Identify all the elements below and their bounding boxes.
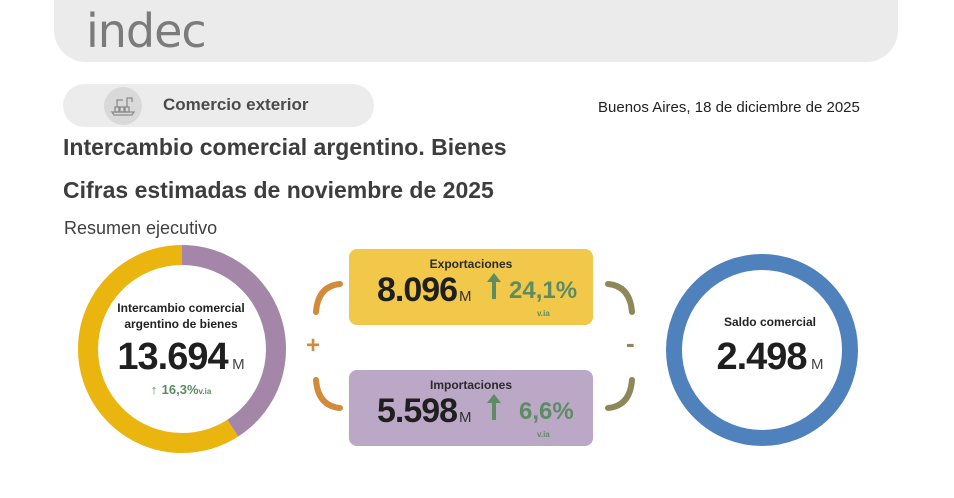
- up-arrow-icon: [487, 273, 501, 299]
- exportaciones-growth-suffix: v.ia: [537, 309, 550, 318]
- exportaciones-label: Exportaciones: [429, 257, 513, 271]
- report-period: Cifras estimadas de noviembre de 2025: [63, 177, 494, 203]
- bracket-left-top: [313, 281, 343, 315]
- bracket-right-bottom: [605, 377, 635, 411]
- intercambio-growth: 16,3%: [161, 382, 199, 397]
- section-label: Comercio exterior: [163, 95, 309, 114]
- report-title: Intercambio comercial argentino. Bienes: [63, 134, 507, 160]
- intercambio-summary: Intercambio comercial argentino de biene…: [96, 300, 266, 399]
- minus-sign: -: [626, 328, 635, 358]
- importaciones-value: 5.598: [377, 392, 458, 430]
- bracket-right-top: [605, 281, 635, 315]
- release-date: Buenos Aires, 18 de diciembre de 2025: [598, 99, 860, 116]
- importaciones-unit: M: [459, 409, 472, 426]
- up-arrow-icon: ↑: [150, 382, 158, 397]
- saldo-value: 2.498: [716, 336, 807, 378]
- saldo-ring: [666, 254, 858, 446]
- section-subtitle: Resumen ejecutivo: [64, 218, 218, 238]
- intercambio-label-line1: Intercambio comercial: [117, 301, 245, 315]
- plus-sign: +: [306, 332, 321, 359]
- importaciones-growth: 6,6%: [519, 398, 574, 425]
- header-bar: [54, 0, 898, 62]
- up-arrow-icon: [487, 394, 501, 420]
- indec-logo[interactable]: indec: [86, 4, 207, 58]
- exportaciones-unit: M: [459, 288, 472, 305]
- intercambio-growth-suffix: v.ia: [198, 387, 212, 396]
- saldo-summary: Saldo comercial 2.498 M: [690, 314, 850, 379]
- intercambio-donut: [78, 245, 286, 453]
- bracket-left-bottom: [313, 377, 343, 411]
- importaciones-card: Importaciones 5.598 M 6,6% v.ia: [349, 370, 593, 446]
- port-cranes-icon: [104, 87, 142, 125]
- donut-segment-importaciones: [78, 245, 286, 453]
- importaciones-growth-suffix: v.ia: [537, 430, 550, 439]
- exportaciones-growth: 24,1%: [509, 277, 578, 304]
- intercambio-label-line2: argentino de bienes: [124, 317, 238, 331]
- importaciones-label: Importaciones: [429, 378, 513, 392]
- exportaciones-card: Exportaciones 8.096 M 24,1% v.ia: [349, 249, 593, 325]
- saldo-unit: M: [811, 356, 824, 373]
- intercambio-value: 13.694: [117, 336, 228, 378]
- intercambio-unit: M: [232, 356, 245, 373]
- saldo-ring-stroke: [666, 254, 858, 446]
- exportaciones-value: 8.096: [377, 271, 458, 309]
- saldo-label: Saldo comercial: [723, 315, 817, 329]
- flow-brackets: [313, 281, 635, 411]
